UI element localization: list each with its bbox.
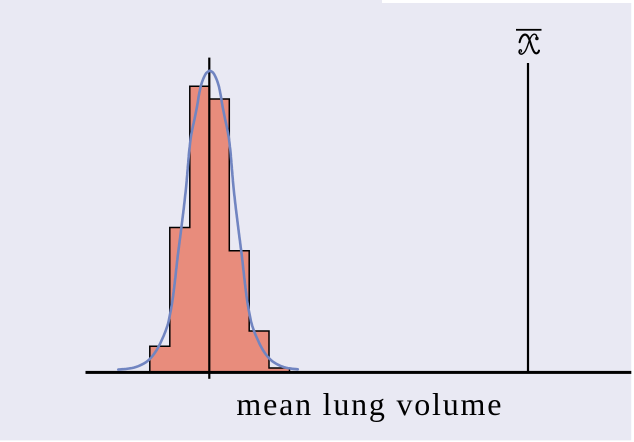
svg-text:mean lung volume: mean lung volume	[236, 386, 501, 422]
